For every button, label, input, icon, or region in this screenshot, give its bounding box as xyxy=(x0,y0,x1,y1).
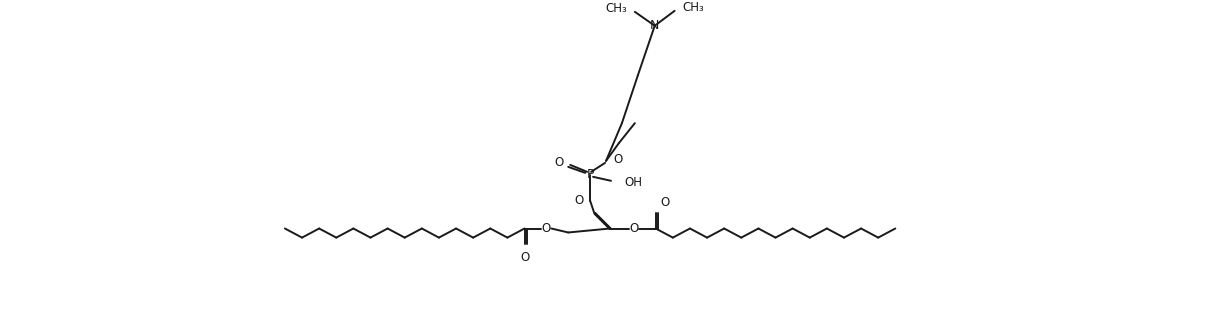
Text: N: N xyxy=(650,19,660,32)
Text: O: O xyxy=(554,156,564,169)
Text: O: O xyxy=(630,222,638,235)
Text: O: O xyxy=(661,196,670,209)
Text: CH₃: CH₃ xyxy=(605,2,627,15)
Text: O: O xyxy=(573,194,583,207)
Text: CH₃: CH₃ xyxy=(682,1,704,14)
Text: O: O xyxy=(612,154,622,166)
Text: P: P xyxy=(587,168,594,181)
Text: O: O xyxy=(520,251,529,264)
Text: O: O xyxy=(542,222,551,235)
Text: OH: OH xyxy=(623,176,642,189)
